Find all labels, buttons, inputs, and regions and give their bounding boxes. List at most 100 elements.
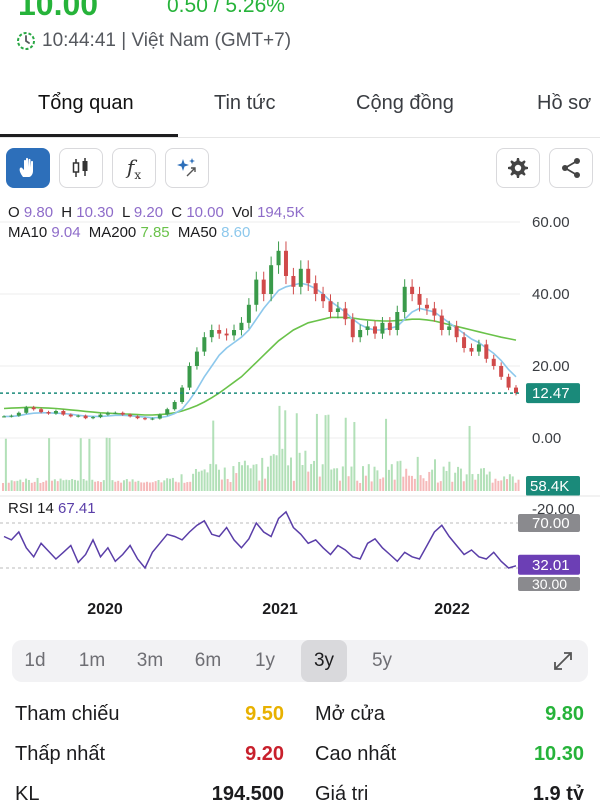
- indicators-button[interactable]: fx: [112, 148, 156, 188]
- volume-bar: [503, 476, 506, 491]
- range-selector: 1d 1m 3m 6m 1y 3y 5y: [12, 640, 588, 682]
- volume-bar: [402, 476, 405, 491]
- candle-body: [39, 409, 44, 413]
- candle-body: [254, 279, 259, 305]
- candle-body: [365, 326, 370, 330]
- volume-bar: [373, 466, 376, 491]
- candle-body: [24, 407, 29, 413]
- candle-body: [335, 308, 340, 312]
- range-1m[interactable]: 1m: [78, 650, 106, 671]
- tab-news[interactable]: Tin tức: [214, 92, 276, 114]
- candle-body: [491, 358, 496, 366]
- candle-body: [9, 415, 14, 417]
- volume-bar: [457, 466, 460, 491]
- candle-body: [98, 414, 103, 418]
- volume-bar: [160, 482, 163, 491]
- candle-body: [31, 407, 36, 410]
- volume-bar: [59, 478, 62, 491]
- volume-bar: [284, 410, 287, 491]
- volume-bar: [298, 452, 301, 491]
- price-axis-label: 20.00: [532, 358, 570, 375]
- tab-indicator: [0, 134, 178, 137]
- volume-bar: [206, 472, 209, 491]
- range-5y[interactable]: 5y: [371, 650, 393, 671]
- range-1d[interactable]: 1d: [24, 650, 46, 671]
- volume-bar: [477, 473, 480, 491]
- candle-body: [261, 279, 266, 294]
- current-price: 10.00: [18, 0, 99, 22]
- volume-bar: [511, 476, 514, 491]
- volume-bar: [122, 480, 125, 491]
- volume-bar: [134, 481, 137, 491]
- rsi-current-tag-text: 32.01: [532, 557, 570, 574]
- volume-bar: [174, 481, 177, 491]
- tab-overview[interactable]: Tổng quan: [38, 92, 134, 114]
- candle-body: [410, 286, 415, 294]
- volume-bar: [246, 465, 249, 491]
- candle-body: [135, 416, 140, 419]
- price-chart[interactable]: 60.00 40.00 20.00 0.00 12.47 58.4K -20.0070.00…: [0, 196, 600, 626]
- share-icon: [562, 158, 580, 178]
- expand-icon[interactable]: [552, 650, 574, 672]
- volume-bar: [22, 482, 25, 491]
- volume-bar: [241, 465, 244, 491]
- ma50-value: 8.60: [221, 224, 251, 241]
- volume-bar: [482, 468, 485, 491]
- range-3y[interactable]: 3y: [301, 640, 347, 682]
- volume-bar: [439, 481, 442, 491]
- volume-bar: [396, 461, 399, 491]
- volume-bar: [85, 480, 88, 491]
- rsi-current-tag: [518, 554, 580, 575]
- volume-bar: [209, 463, 212, 491]
- rsi-axis-label: -20.00: [532, 501, 575, 518]
- ma50-line: [4, 282, 517, 419]
- volume-bar: [183, 482, 186, 491]
- range-1y[interactable]: 1y: [254, 650, 276, 671]
- candle-body: [53, 411, 58, 414]
- volume-bar: [356, 480, 359, 491]
- volume-bar: [180, 474, 183, 491]
- share-button[interactable]: [549, 148, 593, 188]
- candle-body: [142, 418, 147, 420]
- candle-body: [469, 348, 474, 352]
- volume-bar: [514, 482, 517, 491]
- candle-body: [276, 250, 281, 266]
- hand-pointer-icon: [19, 157, 33, 177]
- price-axis-label: 0.00: [532, 430, 561, 447]
- candle-body: [417, 294, 422, 305]
- candle-body: [165, 409, 170, 415]
- chart-type-button[interactable]: [59, 148, 103, 188]
- volume-bar: [169, 478, 172, 491]
- pan-mode-button[interactable]: [6, 148, 50, 188]
- candle-body: [157, 414, 162, 419]
- volume-bar: [307, 471, 310, 491]
- smart-tools-button[interactable]: [165, 148, 209, 188]
- candle-body: [239, 322, 244, 330]
- tab-community[interactable]: Cộng đồng: [356, 92, 454, 114]
- candle-body: [432, 308, 437, 316]
- volume-bar: [500, 480, 503, 491]
- volume-bar: [480, 468, 483, 491]
- candle-body: [224, 333, 229, 336]
- settings-button[interactable]: [496, 148, 540, 188]
- volume-bar: [327, 414, 330, 491]
- range-3m[interactable]: 3m: [136, 650, 164, 671]
- volume-bar: [491, 482, 494, 491]
- volume-bar: [494, 478, 497, 491]
- candle-body: [180, 387, 185, 402]
- volume-bar: [71, 479, 74, 491]
- volume-bar: [50, 480, 53, 491]
- candle-body: [506, 376, 511, 388]
- candle-body: [476, 344, 481, 352]
- tab-profile[interactable]: Hồ sơ: [537, 92, 592, 114]
- volume-bar: [166, 478, 169, 491]
- close-value: 10.00: [186, 204, 224, 221]
- volume-bar: [97, 481, 100, 491]
- volume-bar: [359, 482, 362, 491]
- volume-bar: [235, 473, 238, 491]
- volume-bar: [385, 418, 388, 491]
- volume-bar: [367, 464, 370, 491]
- range-6m[interactable]: 6m: [194, 650, 222, 671]
- volume-bar: [255, 464, 258, 491]
- volume-bar: [200, 470, 203, 491]
